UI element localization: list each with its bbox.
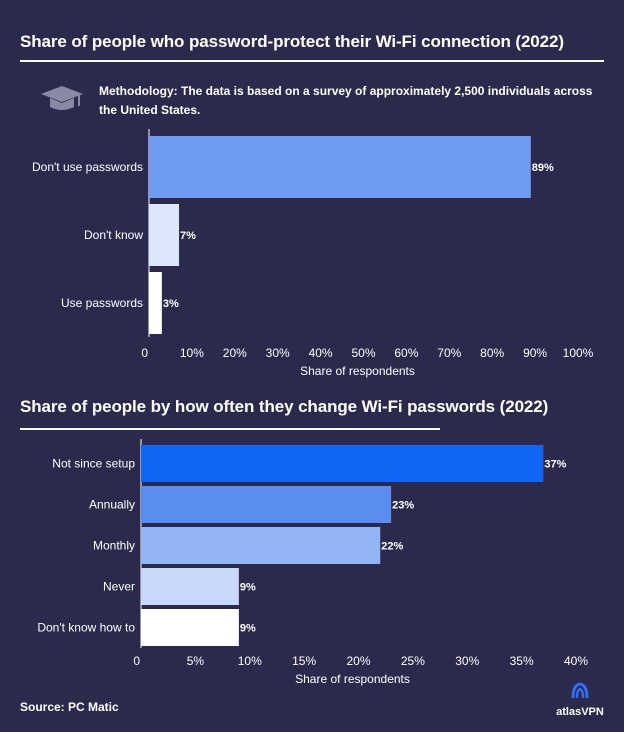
chart2-x-tick-label: 20% xyxy=(346,654,370,668)
chart1-bar xyxy=(149,136,531,198)
chart1-x-tick-label: 60% xyxy=(394,346,418,360)
chart1-value-label: 3% xyxy=(163,298,179,310)
chart1-category-label: Don't use passwords xyxy=(32,160,143,174)
chart2-category-label: Monthly xyxy=(93,539,135,553)
chart2-category-label: Don't know how to xyxy=(37,621,135,635)
chart2-bar xyxy=(141,527,381,564)
chart2-category-label: Not since setup xyxy=(52,457,135,471)
chart2-value-label: 22% xyxy=(381,541,403,553)
chart1-title: Share of people who password-protect the… xyxy=(20,32,564,51)
chart2-x-tick-label: 5% xyxy=(187,654,205,668)
chart1-bar xyxy=(149,204,180,266)
chart1-x-tick-label: 70% xyxy=(437,346,461,360)
chart2-bar xyxy=(141,568,239,605)
chart2-x-axis-label: Share of respondents xyxy=(295,672,410,686)
chart2-bar xyxy=(141,445,544,482)
chart2-x-tick-label: 30% xyxy=(455,654,479,668)
chart2-value-label: 9% xyxy=(240,623,256,635)
source-note: Source: PC Matic xyxy=(20,700,119,714)
chart-password-protect: Don't use passwords 89% Don't know 7% Use pa… xyxy=(32,129,594,378)
chart2-x-tick-label: 0 xyxy=(133,654,140,668)
chart1-value-label: 7% xyxy=(180,230,196,242)
chart1-x-tick-label: 0 xyxy=(141,346,148,360)
graduation-cap-icon xyxy=(40,84,84,119)
chart2-title: Share of people by how often they change… xyxy=(20,397,549,416)
chart1-category-label: Don't know xyxy=(84,228,143,242)
chart1-x-tick-label: 10% xyxy=(180,346,204,360)
chart1-x-tick-label: 90% xyxy=(523,346,547,360)
chart2-x-tick-label: 15% xyxy=(292,654,316,668)
atlasvpn-brand: atlasVPN xyxy=(550,682,610,718)
chart2-bar xyxy=(141,609,239,646)
chart2-x-tick-label: 25% xyxy=(401,654,425,668)
chart2-value-label: 23% xyxy=(392,500,414,512)
chart2-bar xyxy=(141,486,392,523)
chart1-value-label: 89% xyxy=(532,162,554,174)
chart1-x-tick-label: 20% xyxy=(223,346,247,360)
chart2-value-label: 37% xyxy=(544,459,566,471)
chart2-category-label: Never xyxy=(103,580,135,594)
chart2-category-label: Annually xyxy=(89,498,135,512)
chart1-title-rule xyxy=(20,60,604,62)
chart-change-frequency: Not since setup 37% Annually 23% Monthly 22% N… xyxy=(37,439,588,686)
chart1-x-tick-label: 50% xyxy=(351,346,375,360)
atlasvpn-logo-icon xyxy=(571,682,589,699)
chart1-x-tick-label: 80% xyxy=(480,346,504,360)
chart2-x-tick-label: 10% xyxy=(238,654,262,668)
chart1-bar xyxy=(149,272,162,334)
chart1-x-tick-label: 40% xyxy=(309,346,333,360)
methodology-note: Methodology: The data is based on a surv… xyxy=(99,84,593,117)
chart2-title-rule xyxy=(20,428,440,430)
chart1-x-tick-label: 100% xyxy=(563,346,594,360)
chart1-x-tick-label: 30% xyxy=(266,346,290,360)
brand-name: atlasVPN xyxy=(556,706,604,718)
chart1-x-axis-label: Share of respondents xyxy=(300,364,415,378)
chart2-x-tick-label: 35% xyxy=(510,654,534,668)
chart1-category-label: Use passwords xyxy=(61,296,143,310)
chart2-value-label: 9% xyxy=(240,582,256,594)
chart2-x-tick-label: 40% xyxy=(564,654,588,668)
